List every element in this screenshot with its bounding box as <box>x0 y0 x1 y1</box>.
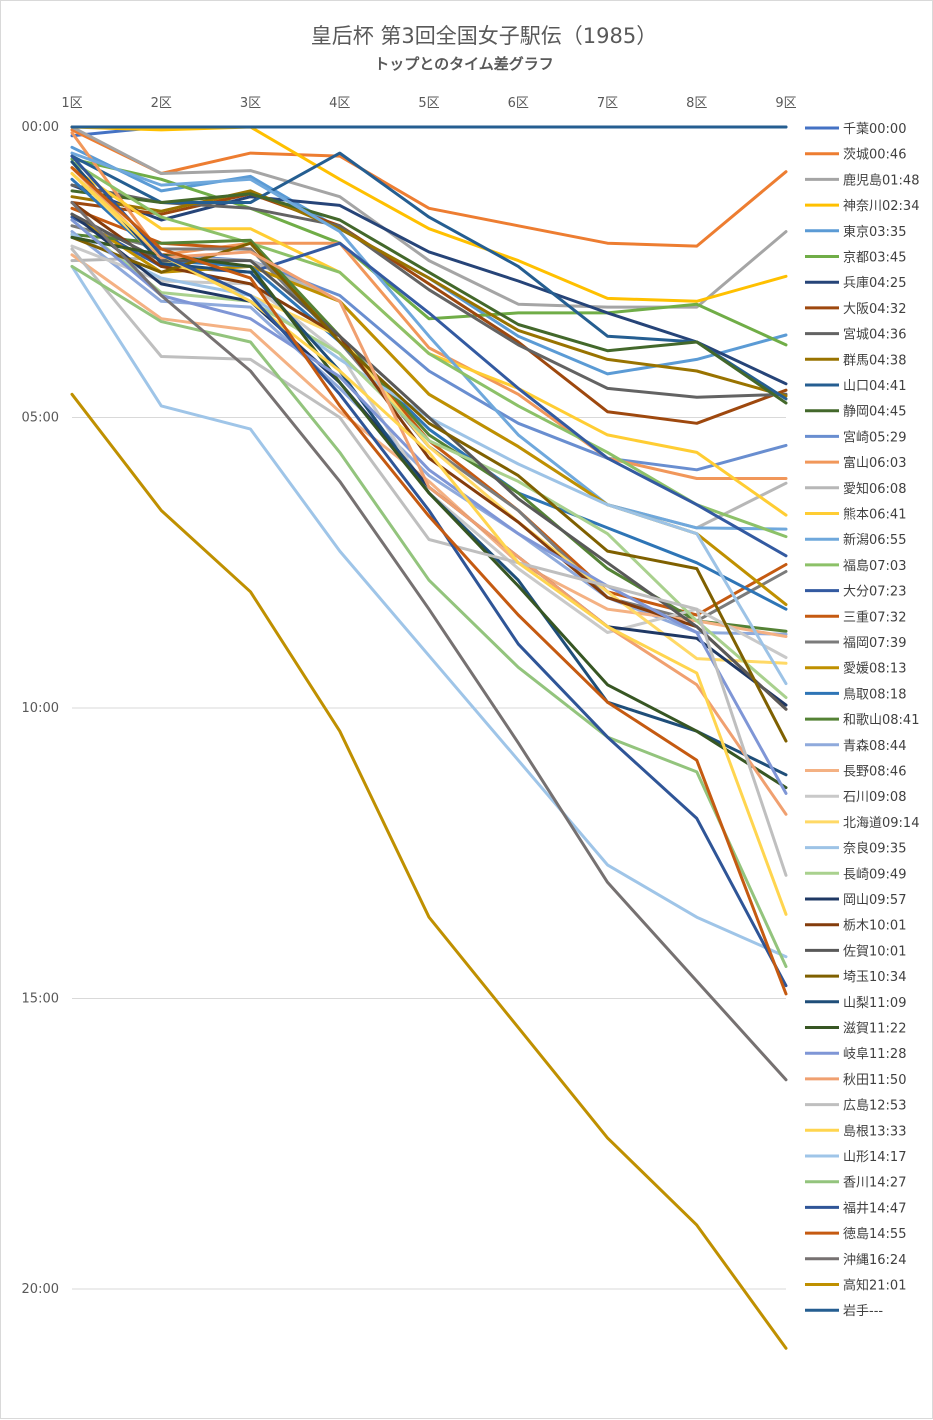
legend-entry: 愛媛08:13 <box>843 662 906 677</box>
y-tick-label: 10:00 <box>22 701 59 716</box>
legend-entry: 青森08:44 <box>843 739 906 754</box>
series-line <box>70 172 788 916</box>
x-tick-label: 9区 <box>775 96 796 111</box>
x-tick-label: 5区 <box>418 96 439 111</box>
legend-entry: 石川09:08 <box>843 790 906 805</box>
series-line <box>70 212 788 711</box>
legend-entry: 京都03:45 <box>843 251 906 266</box>
legend-entry: 山形14:17 <box>843 1150 906 1165</box>
x-tick-label: 7区 <box>597 96 618 111</box>
series-line <box>70 151 788 401</box>
series-line <box>70 183 788 386</box>
legend-entry: 和歌山08:41 <box>843 713 919 728</box>
series-line <box>70 235 788 743</box>
series-lines <box>70 125 788 1350</box>
legend-entry: 長野08:46 <box>843 765 906 780</box>
legend-entry: 愛知06:08 <box>843 481 906 497</box>
series-line <box>70 157 788 347</box>
series-line <box>70 128 788 248</box>
legend-entry: 新潟06:55 <box>843 532 906 548</box>
x-axis-ticks: 1区 2区 3区 4区 5区 6区 7区 8区 9区 <box>61 96 796 111</box>
legend-entry: 宮崎05:29 <box>843 429 906 445</box>
series-line <box>70 201 788 1082</box>
y-axis-ticks: 00:00 05:00 10:00 15:00 20:00 <box>22 120 59 1297</box>
legend-entry: 神奈川02:34 <box>843 199 919 214</box>
series-line <box>70 125 788 303</box>
legend: 千葉00:00 茨城00:46 鹿児島01:48 神奈川02:34 東京03:35 京都0… <box>805 122 919 1319</box>
legend-entry: 長崎09:49 <box>843 867 906 882</box>
legend-entry: 山梨11:09 <box>843 996 906 1011</box>
legend-entry: 佐賀10:01 <box>843 944 906 959</box>
series-line <box>70 233 788 633</box>
legend-entry: 富山06:03 <box>843 455 906 471</box>
series-line <box>70 166 788 816</box>
series-line <box>70 264 788 968</box>
legend-entry: 北海道09:14 <box>843 816 919 831</box>
legend-entry: 三重07:32 <box>843 609 906 625</box>
legend-entry: 東京03:35 <box>843 224 906 240</box>
x-tick-label: 8区 <box>686 96 707 111</box>
x-tick-label: 3区 <box>240 96 261 111</box>
y-tick-label: 00:00 <box>22 120 59 135</box>
series-line <box>70 189 788 405</box>
legend-entry: 山口04:41 <box>843 379 906 394</box>
legend-entry: 島根13:33 <box>843 1124 906 1139</box>
series-line <box>70 166 788 996</box>
legend-entry: 徳島14:55 <box>843 1227 906 1242</box>
legend-entry: 熊本06:41 <box>843 507 906 523</box>
y-tick-label: 05:00 <box>22 411 59 426</box>
legend-entry: 群馬04:38 <box>843 353 906 368</box>
legend-entry: 広島12:53 <box>843 1099 906 1114</box>
chart-title: 皇后杯 第3回全国女子駅伝（1985） <box>311 24 657 48</box>
legend-entry: 沖縄16:24 <box>843 1253 906 1268</box>
legend-entry: 兵庫04:25 <box>843 276 906 291</box>
legend-entry: 福井14:47 <box>843 1201 906 1216</box>
x-tick-label: 1区 <box>61 96 82 111</box>
legend-entry: 福岡07:39 <box>843 636 906 651</box>
series-line <box>70 392 788 1350</box>
legend-entry: 鹿児島01:48 <box>843 172 919 188</box>
legend-entry: 岩手--- <box>843 1304 883 1319</box>
series-line <box>70 247 788 877</box>
legend-entry: 大分07:23 <box>843 585 906 600</box>
legend-entry: 茨城00:46 <box>843 148 906 163</box>
legend-entry: 秋田11:50 <box>843 1073 906 1088</box>
legend-entry: 埼玉10:34 <box>843 970 906 985</box>
series-line <box>70 218 788 795</box>
series-line <box>70 160 788 539</box>
x-tick-label: 2区 <box>151 96 172 111</box>
series-line <box>70 131 788 480</box>
legend-entry: 福島07:03 <box>843 559 906 574</box>
legend-entry: 香川14:27 <box>843 1176 906 1191</box>
legend-entry: 静岡04:45 <box>843 405 906 420</box>
x-tick-label: 6区 <box>508 96 529 111</box>
y-tick-label: 20:00 <box>22 1282 59 1297</box>
legend-entry: 栃木10:01 <box>843 919 906 934</box>
legend-entry: 岡山09:57 <box>843 893 906 908</box>
legend-entry: 滋賀11:22 <box>843 1022 906 1037</box>
series-line <box>70 189 788 398</box>
legend-entry: 鳥取08:18 <box>843 687 906 702</box>
legend-entry: 宮城04:36 <box>843 327 906 343</box>
chart-subtitle: トップとのタイム差グラフ <box>374 55 554 73</box>
series-line <box>70 154 788 988</box>
legend-entry: 高知21:01 <box>843 1278 906 1294</box>
legend-entry: 千葉00:00 <box>843 122 906 137</box>
series-line <box>70 218 788 699</box>
series-line <box>70 192 788 425</box>
legend-entry: 大阪04:32 <box>843 302 906 317</box>
x-tick-label: 4区 <box>329 96 350 111</box>
series-line <box>70 264 788 959</box>
legend-entry: 奈良09:35 <box>843 841 906 857</box>
legend-entry: 岐阜11:28 <box>843 1046 906 1062</box>
series-line <box>70 151 788 531</box>
y-tick-label: 15:00 <box>22 992 59 1007</box>
